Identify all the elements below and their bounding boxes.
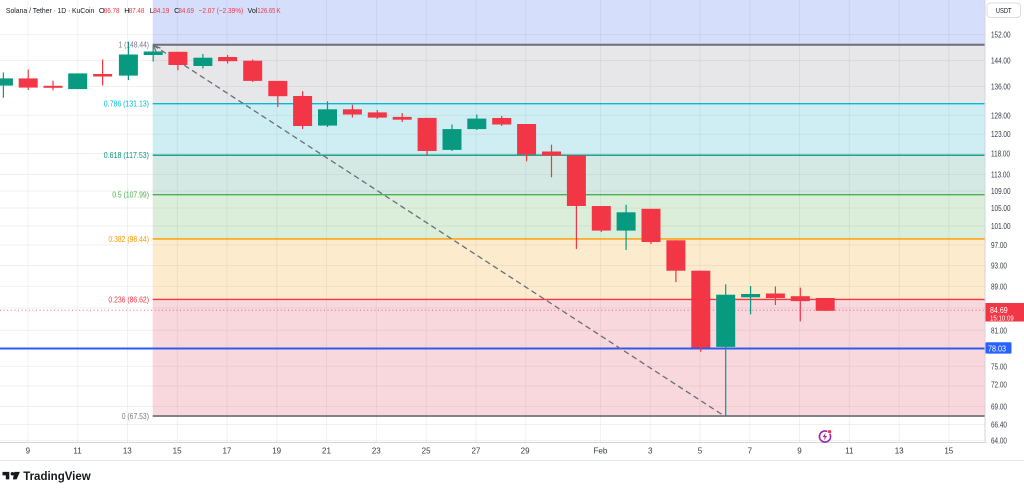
svg-text:27: 27 [471, 446, 480, 455]
svg-text:97.00: 97.00 [991, 241, 1007, 250]
svg-text:81.00: 81.00 [991, 326, 1007, 335]
svg-text:128.00: 128.00 [991, 111, 1011, 120]
svg-text:87.48: 87.48 [129, 6, 145, 15]
svg-text:1 (148.44): 1 (148.44) [119, 41, 150, 50]
svg-text:86.78: 86.78 [104, 6, 120, 15]
svg-text:84.69: 84.69 [179, 6, 194, 15]
svg-text:84.69: 84.69 [990, 306, 1008, 315]
svg-text:H: H [124, 6, 129, 15]
svg-text:O: O [99, 6, 105, 15]
svg-text:84.19: 84.19 [153, 6, 169, 15]
svg-text:23: 23 [372, 446, 381, 455]
svg-text:15:10:09: 15:10:09 [990, 314, 1014, 323]
svg-text:9: 9 [797, 446, 802, 455]
svg-text:USDT: USDT [996, 6, 1012, 15]
svg-text:L: L [150, 6, 154, 15]
svg-text:144.00: 144.00 [991, 56, 1011, 65]
svg-text:126.65 K: 126.65 K [257, 6, 280, 15]
svg-text:Solana / Tether ∙ 1D ∙ KuCoin: Solana / Tether ∙ 1D ∙ KuCoin [6, 6, 95, 15]
svg-text:5: 5 [698, 446, 703, 455]
svg-text:89.00: 89.00 [991, 282, 1007, 291]
svg-text:−2.07 (−2.39%): −2.07 (−2.39%) [199, 6, 244, 15]
svg-text:136.00: 136.00 [991, 82, 1011, 91]
svg-text:19: 19 [272, 446, 281, 455]
svg-text:25: 25 [422, 446, 431, 455]
svg-text:TradingView: TradingView [23, 471, 91, 483]
svg-text:101.00: 101.00 [991, 222, 1011, 231]
svg-text:3: 3 [648, 446, 653, 455]
svg-text:66.40: 66.40 [991, 420, 1007, 429]
svg-text:15: 15 [173, 446, 182, 455]
svg-text:0.5 (107.99): 0.5 (107.99) [112, 191, 149, 200]
svg-text:75.00: 75.00 [991, 362, 1007, 371]
svg-text:64.00: 64.00 [991, 436, 1007, 445]
svg-text:109.00: 109.00 [991, 187, 1011, 196]
svg-text:Feb: Feb [594, 446, 608, 455]
svg-text:17: 17 [222, 446, 231, 455]
svg-text:113.00: 113.00 [991, 170, 1010, 179]
svg-text:Vol: Vol [248, 6, 258, 15]
svg-text:11: 11 [73, 446, 82, 455]
svg-text:21: 21 [322, 446, 331, 455]
svg-text:C: C [174, 6, 180, 15]
svg-text:78.03: 78.03 [988, 344, 1006, 353]
svg-text:0.382 (98.44): 0.382 (98.44) [108, 235, 149, 244]
svg-text:0 (67.53): 0 (67.53) [122, 412, 150, 421]
svg-text:72.00: 72.00 [991, 380, 1007, 389]
svg-text:69.00: 69.00 [991, 402, 1007, 411]
svg-text:105.00: 105.00 [991, 204, 1011, 213]
svg-text:123.00: 123.00 [991, 130, 1011, 139]
svg-text:13: 13 [123, 446, 132, 455]
svg-text:13: 13 [895, 446, 904, 455]
svg-text:7: 7 [748, 446, 753, 455]
svg-text:15: 15 [944, 446, 953, 455]
svg-text:152.00: 152.00 [991, 31, 1011, 40]
svg-text:93.00: 93.00 [991, 261, 1007, 270]
svg-text:0.618 (117.53): 0.618 (117.53) [104, 151, 149, 160]
svg-text:0.236 (86.62): 0.236 (86.62) [108, 295, 149, 304]
svg-text:9: 9 [26, 446, 31, 455]
svg-text:29: 29 [521, 446, 530, 455]
svg-text:0.786 (131.13): 0.786 (131.13) [104, 100, 149, 109]
svg-text:118.00: 118.00 [991, 149, 1010, 158]
svg-text:11: 11 [845, 446, 854, 455]
